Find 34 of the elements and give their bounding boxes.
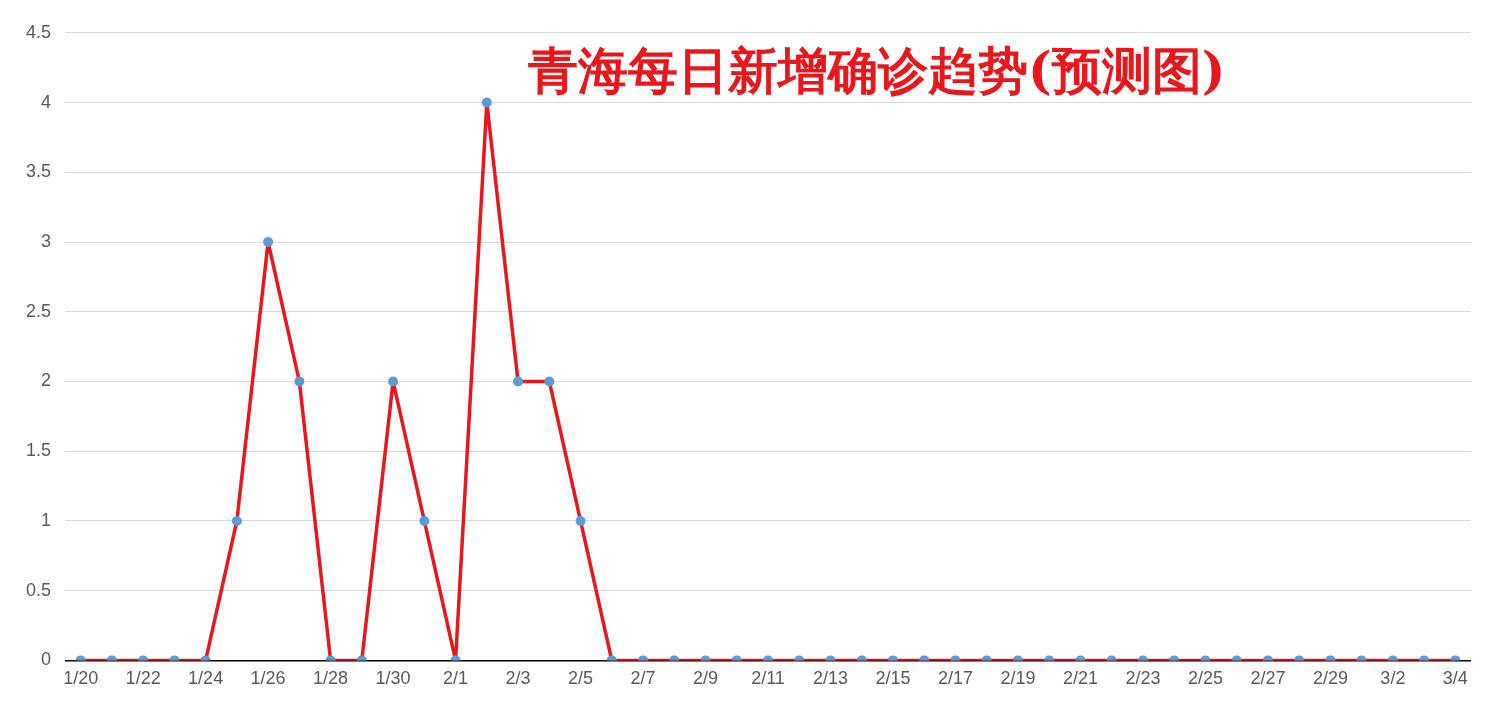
y-tick-label: 4 — [41, 91, 52, 112]
x-tick-label: 2/5 — [568, 668, 594, 689]
chart-title: 青海每日新增确诊趋势(预测图) — [528, 40, 1226, 102]
x-tick-label: 2/25 — [1187, 668, 1223, 689]
y-tick-label: 2 — [41, 370, 52, 391]
x-tick-label: 2/11 — [751, 668, 785, 689]
y-tick-label: 0 — [41, 649, 52, 670]
x-tick-label: 1/22 — [125, 668, 161, 689]
x-tick-label: 2/15 — [875, 668, 911, 689]
x-tick-label: 1/20 — [63, 668, 99, 689]
x-tick-label: 2/29 — [1312, 668, 1348, 689]
y-tick-label: 0.5 — [25, 579, 52, 600]
y-tick-label: 3 — [41, 230, 52, 251]
x-tick-label: 1/26 — [250, 668, 286, 689]
x-tick-label: 2/21 — [1062, 668, 1098, 689]
x-tick-label: 2/27 — [1250, 668, 1286, 689]
x-tick-label: 2/7 — [630, 668, 656, 689]
y-tick-label: 1.5 — [25, 440, 52, 461]
x-tick-label: 1/28 — [313, 668, 349, 689]
x-tick-label: 2/3 — [505, 668, 531, 689]
x-tick-label: 3/2 — [1380, 668, 1406, 689]
x-tick-label: 2/1 — [443, 668, 469, 689]
x-tick-label: 3/4 — [1442, 668, 1468, 689]
y-tick-label: 4.5 — [25, 21, 52, 42]
x-tick-label: 2/23 — [1125, 668, 1161, 689]
x-tick-label: 1/30 — [375, 668, 411, 689]
x-tick-label: 2/9 — [693, 668, 719, 689]
y-tick-label: 1 — [41, 509, 52, 530]
x-tick-label: 1/24 — [188, 668, 224, 689]
x-tick-label: 2/17 — [937, 668, 973, 689]
y-tick-label: 3.5 — [25, 161, 52, 182]
x-tick-label: 2/13 — [812, 668, 849, 689]
y-tick-label: 2.5 — [25, 300, 52, 321]
x-tick-label: 2/19 — [1000, 668, 1036, 689]
